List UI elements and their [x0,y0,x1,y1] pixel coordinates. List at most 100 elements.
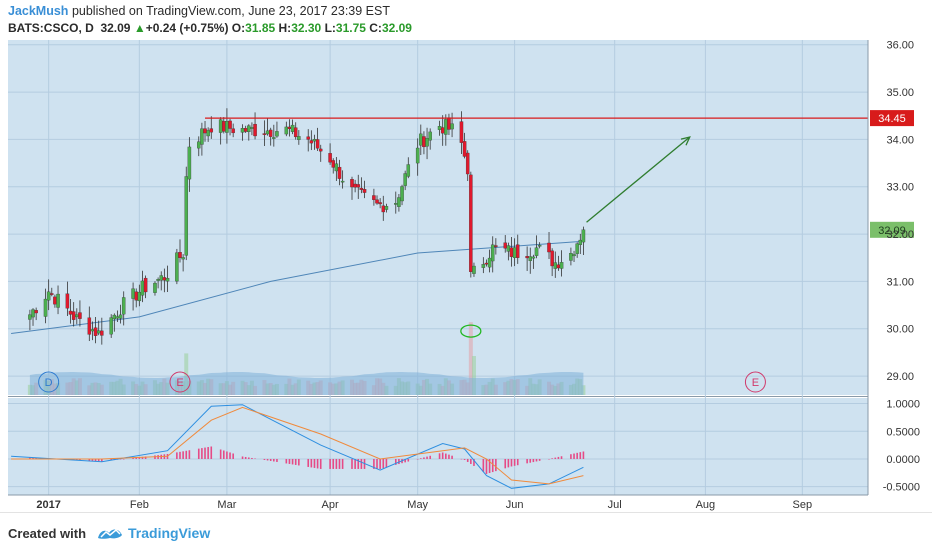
candle-body [525,256,529,259]
candle-body [225,121,229,133]
candle-body [162,277,167,281]
x-tick-label: Feb [130,499,149,511]
candle-body [31,309,35,318]
candle-body [515,244,520,258]
candle-body [268,129,273,137]
tradingview-brand[interactable]: TradingView [128,525,211,541]
event-marker-circle [744,371,766,393]
macd-histogram-bar [341,458,344,469]
event-marker-circle [38,371,60,393]
macd-histogram-bar [338,458,341,469]
candle-body [181,257,185,260]
macd-histogram-bar [404,458,406,463]
candle-body [459,121,464,143]
macd-histogram-bar [210,446,213,459]
macd-histogram-bar [351,458,353,469]
candle-body [378,202,382,205]
candle-body [578,239,583,245]
macd-histogram-bar [394,458,397,465]
candle-body [165,278,170,282]
macd-histogram-bar [551,458,553,459]
candle-body [487,257,492,268]
candle-body [153,282,157,293]
candle-body [472,265,476,274]
x-tick-label: Jun [506,499,524,511]
candle-body [419,133,423,146]
candle-body [447,117,451,130]
candle-body [547,242,551,253]
macd-histogram-bar [354,458,356,469]
chart-canvas[interactable]: 34.45 32.09 D E E 2017 Feb Mar Apr May Jun Jul Aug… [0,40,932,512]
macd-histogram-bar [488,458,491,474]
trend-arrow-line [586,136,691,223]
candle-body [156,279,160,281]
macd-histogram-bar [582,451,585,459]
macd-histogram-bar [532,458,535,463]
candle-body [275,131,279,137]
macd-histogram-bar [182,451,184,459]
price-pane-background [8,40,868,395]
macd-histogram-bar [76,458,78,461]
moving-average-line [11,240,584,334]
symbol-label: BATS:CSCO, D [8,21,94,35]
candle-body [512,247,517,258]
x-tick-label: May [407,499,428,511]
x-tick-label: 2017 [36,499,60,511]
candle-body [384,206,389,210]
candle-body [250,127,254,129]
candle-body [56,293,60,308]
macd-histogram-bar [485,458,488,474]
macd-histogram-bar [226,451,228,459]
candle-body [206,130,210,137]
candle-body [100,330,104,336]
macd-histogram-bar [335,458,338,469]
x-tick-label: Mar [217,499,236,511]
macd-histogram-bar [441,452,444,459]
macd-histogram-bar [445,453,447,459]
author-link[interactable]: JackMush [8,4,69,18]
candle-body [293,127,298,138]
candle-body [184,176,189,256]
macd-histogram-bar [382,458,385,469]
candle-body [46,291,51,301]
candle-body [209,128,214,133]
candle-body [375,199,379,204]
candle-body [481,264,486,268]
macd-histogram-bar [176,452,178,459]
candle-body [437,126,442,130]
candle-body [484,262,489,265]
candle-body [28,314,32,320]
macd-histogram-bar [379,458,381,469]
macd-histogram-bar [495,458,497,472]
signal-line [11,406,584,485]
macd-histogram-bar [313,458,316,468]
macd-histogram-bar [88,458,91,461]
macd-histogram-bar [241,456,244,459]
candle-body [462,141,467,157]
macd-histogram-bar [248,457,250,459]
candle-body [425,138,429,147]
macd-histogram-bar [29,457,31,459]
publisher-line: JackMush published on TradingView.com, J… [8,4,390,18]
macd-histogram-bar [144,456,147,459]
open-label: O: [231,21,246,35]
open-value: 31.85 [245,21,276,35]
macd-line [11,404,584,489]
macd-histogram-bar [273,458,275,462]
candle-body [87,317,92,335]
macd-y-tick-label: -0.5000 [883,482,920,494]
candle-body [506,245,511,252]
candle-body [262,133,267,135]
candle-body [228,120,232,129]
macd-histogram-bar [516,458,519,466]
candle-body [428,131,432,141]
candle-body [469,174,473,272]
macd-histogram-bar [416,458,419,460]
macd-histogram-bar [135,457,138,459]
macd-histogram-bar [179,451,181,459]
candle-body [253,123,257,137]
macd-histogram-bar [576,452,578,459]
volume-moving-average-area [29,372,584,395]
candle-body [231,128,235,134]
macd-histogram-bar [141,456,144,459]
